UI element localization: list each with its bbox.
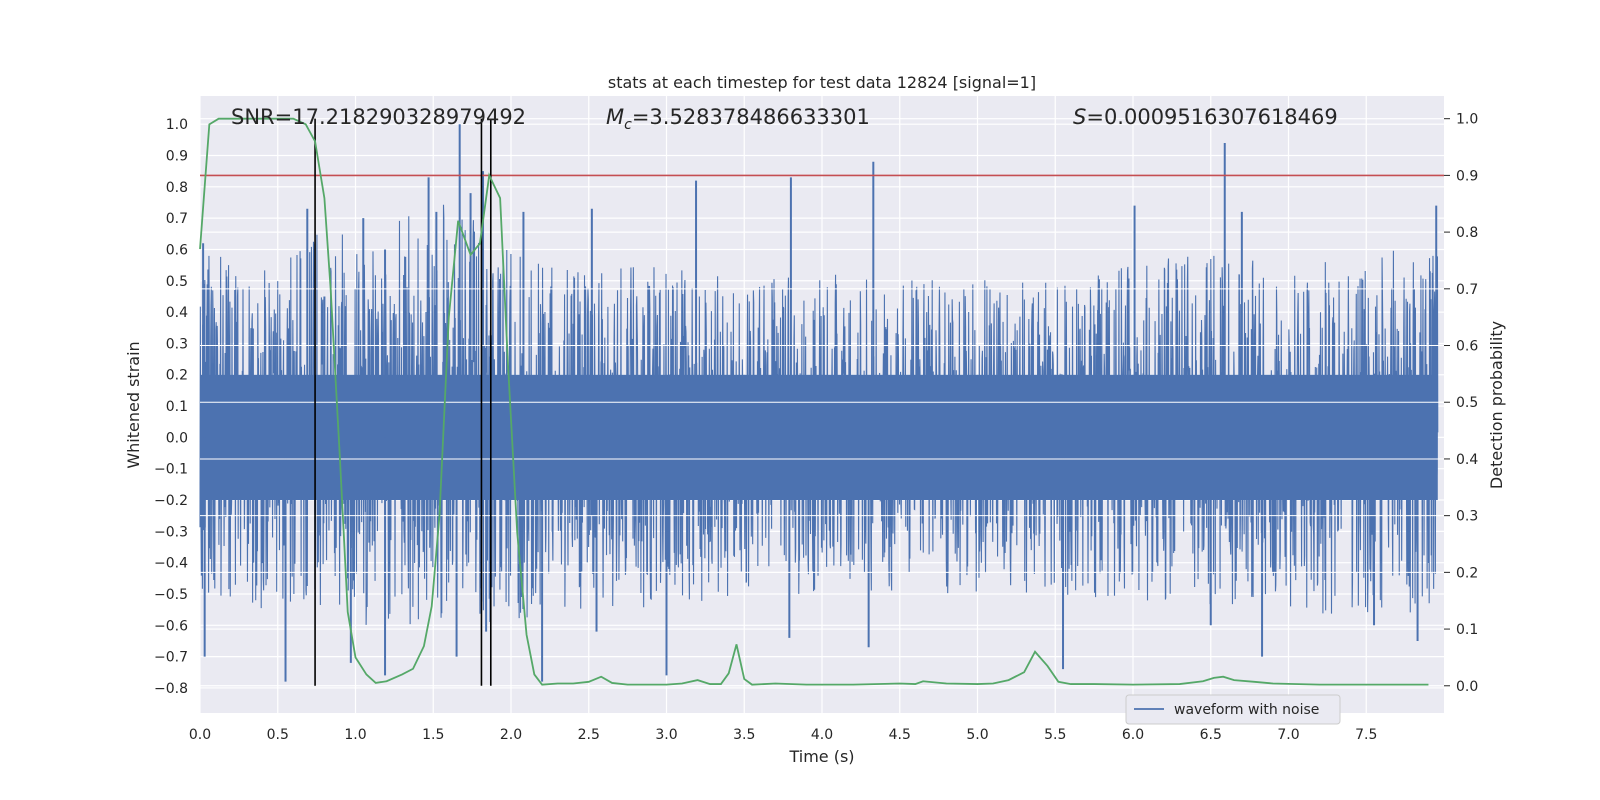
detection-probability-line	[199, 117, 1429, 686]
x-tick-label: 6.5	[1200, 727, 1222, 743]
x-tick-label: 5.5	[1044, 727, 1066, 743]
y-right-tick-label: 0.9	[1456, 168, 1478, 184]
legend: waveform with noise	[1125, 694, 1341, 725]
x-tick-label: 2.5	[578, 727, 600, 743]
chirp-mass-symbol: M	[606, 105, 624, 129]
x-tick-label: 5.0	[966, 727, 988, 743]
y-left-tick-label: −0.6	[154, 618, 188, 634]
y-left-tick-label: −0.2	[154, 493, 188, 509]
y-left-tick-label: 0.0	[166, 430, 188, 446]
chirp-mass-value: =3.528378486633301	[632, 105, 870, 129]
y-right-tick-label: 0.5	[1456, 395, 1478, 411]
y-left-tick-label: 0.1	[166, 399, 188, 415]
y-left-tick-label: −0.1	[154, 462, 188, 478]
y-right-tick-label: 0.0	[1456, 679, 1478, 695]
chirp-mass-annotation: Mc=3.528378486633301	[606, 105, 870, 133]
tick-layer: 0.0 0.5 1.0 1.5 2.0 2.5 3.0 3.5 4.0 4.5 5.0 5.5 6.0 6…	[154, 112, 1478, 743]
y-left-tick-label: −0.7	[154, 650, 188, 666]
x-tick-label: 3.0	[655, 727, 677, 743]
x-tick-label: 2.0	[500, 727, 522, 743]
x-tick-label: 7.0	[1277, 727, 1299, 743]
legend-box	[1125, 694, 1341, 725]
x-axis-label: Time (s)	[788, 747, 854, 766]
snr-annotation: SNR=17.218290328979492	[231, 105, 526, 129]
x-tick-label: 6.0	[1122, 727, 1144, 743]
y-left-tick-label: 0.8	[166, 180, 188, 196]
x-tick-label: 4.5	[889, 727, 911, 743]
y-left-tick-label: 0.2	[166, 368, 188, 384]
chart-title: stats at each timestep for test data 128…	[608, 73, 1036, 92]
y-left-tick-label: −0.3	[154, 524, 188, 540]
overlay-layer	[199, 117, 1444, 686]
y-right-tick-label: 0.7	[1456, 282, 1478, 298]
y-left-tick-label: 0.9	[166, 149, 188, 165]
s-symbol: S	[1073, 105, 1086, 129]
y-left-tick-label: 0.3	[166, 336, 188, 352]
y-right-tick-label: 0.4	[1456, 452, 1478, 468]
y-left-tick-label: 0.5	[166, 274, 188, 290]
y-left-tick-label: 0.7	[166, 211, 188, 227]
y-axis-label-left: Whitened strain	[124, 341, 143, 468]
y-left-tick-label: 0.6	[166, 242, 188, 258]
y-left-tick-label: −0.5	[154, 587, 188, 603]
x-tick-label: 4.0	[811, 727, 833, 743]
chirp-mass-subscript: c	[624, 117, 632, 133]
x-tick-label: 7.5	[1355, 727, 1377, 743]
x-tick-label: 0.5	[267, 727, 289, 743]
waveform-core-band	[200, 374, 1438, 501]
s-value: =0.0009516307618469	[1086, 105, 1337, 129]
x-tick-label: 3.5	[733, 727, 755, 743]
y-right-tick-label: 1.0	[1456, 112, 1478, 128]
y-left-tick-label: −0.8	[154, 681, 188, 697]
y-right-tick-label: 0.2	[1456, 565, 1478, 581]
y-left-tick-label: −0.4	[154, 556, 188, 572]
y-axis-label-right: Detection probability	[1487, 321, 1506, 489]
legend-label: waveform with noise	[1174, 702, 1319, 718]
y-right-tick-label: 0.3	[1456, 509, 1478, 525]
y-left-tick-label: 0.4	[166, 305, 188, 321]
x-tick-label: 1.5	[422, 727, 444, 743]
series-layer	[199, 124, 1439, 682]
y-right-tick-label: 0.1	[1456, 622, 1478, 638]
x-tick-label: 0.0	[189, 727, 211, 743]
x-tick-label: 1.0	[344, 727, 366, 743]
s-annotation: S=0.0009516307618469	[1073, 105, 1338, 129]
y-right-tick-label: 0.6	[1456, 339, 1478, 355]
y-right-tick-label: 0.8	[1456, 225, 1478, 241]
y-left-tick-label: 1.0	[166, 117, 188, 133]
